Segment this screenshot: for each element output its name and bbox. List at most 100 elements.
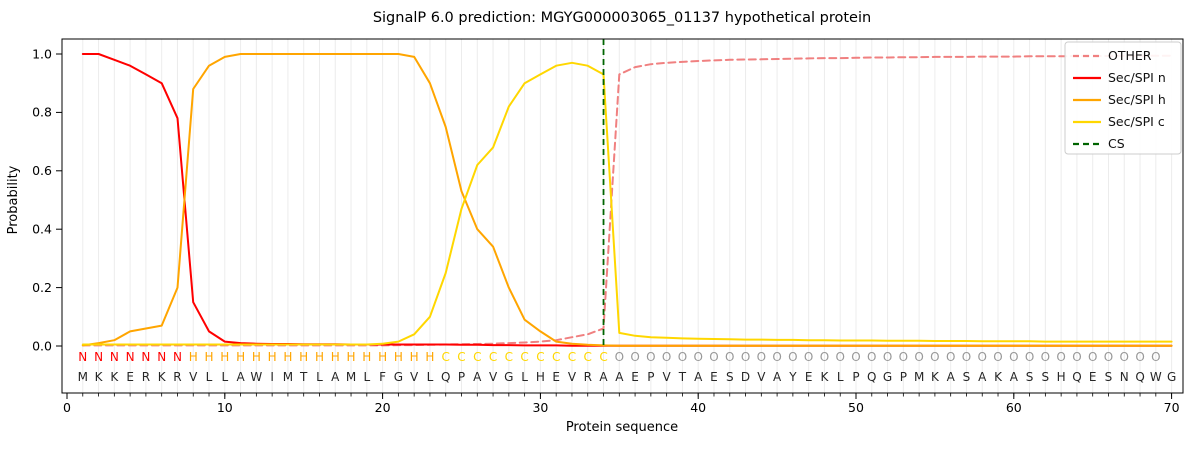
residue-letter: A: [978, 370, 987, 384]
residue-letter: G: [1167, 370, 1176, 384]
legend-entry-label: CS: [1108, 136, 1125, 151]
region-letter: O: [741, 350, 750, 364]
region-letter: O: [804, 350, 813, 364]
residue-letter: V: [568, 370, 577, 384]
region-letter: O: [725, 350, 734, 364]
residue-letter: P: [852, 370, 859, 384]
residue-letter: E: [552, 370, 560, 384]
region-letter: O: [993, 350, 1002, 364]
plot-series: [81, 39, 1173, 347]
region-letter: C: [473, 350, 481, 364]
residue-letter: L: [837, 370, 844, 384]
region-letter: H: [315, 350, 324, 364]
residue-letter: M: [78, 370, 88, 384]
residue-letter: A: [473, 370, 482, 384]
x-tick-label: 50: [848, 400, 864, 415]
plot-frame: [61, 38, 1184, 394]
x-axis-ticks: 0 10 20 30 40 50 60 70: [63, 393, 1180, 415]
region-letter: H: [331, 350, 340, 364]
residue-letter: A: [947, 370, 956, 384]
region-letter: H: [205, 350, 214, 364]
region-letter: O: [1056, 350, 1065, 364]
residue-letter: L: [427, 370, 434, 384]
y-tick-label: 0.4: [32, 222, 52, 237]
residue-letter: E: [1089, 370, 1097, 384]
legend-entry-label: Sec/SPI n: [1108, 70, 1166, 85]
residue-letter: G: [504, 370, 513, 384]
region-letter: C: [442, 350, 450, 364]
region-letter: O: [930, 350, 939, 364]
region-letter: O: [1151, 350, 1160, 364]
region-letter: O: [978, 350, 987, 364]
region-letter: O: [1135, 350, 1144, 364]
region-letter: H: [236, 350, 245, 364]
region-letter: N: [78, 350, 87, 364]
region-letter: O: [615, 350, 624, 364]
region-letter: C: [536, 350, 544, 364]
residue-letter: M: [283, 370, 293, 384]
residue-letter: M: [914, 370, 924, 384]
residue-letter: H: [1057, 370, 1066, 384]
region-letter: O: [1009, 350, 1018, 364]
gridlines: [82, 39, 1173, 393]
legend-entry-label: Sec/SPI c: [1108, 114, 1165, 129]
residue-letter: L: [363, 370, 370, 384]
residue-letter: E: [710, 370, 718, 384]
region-letter: C: [457, 350, 465, 364]
residue-letter: L: [221, 370, 228, 384]
residue-letter: L: [206, 370, 213, 384]
residue-letter: S: [726, 370, 734, 384]
region-letter: C: [568, 350, 576, 364]
region-letter: C: [552, 350, 560, 364]
region-letter: C: [505, 350, 513, 364]
region-letter: O: [946, 350, 955, 364]
residue-letter: E: [126, 370, 134, 384]
residue-letter: V: [757, 370, 766, 384]
region-letter: O: [1088, 350, 1097, 364]
legend-entry-label: OTHER: [1108, 48, 1152, 63]
region-letter: H: [189, 350, 198, 364]
residue-letter: R: [142, 370, 150, 384]
region-letter: H: [283, 350, 292, 364]
series-line-sec-spi-h: [81, 53, 1173, 347]
x-tick-label: 60: [1006, 400, 1022, 415]
region-letter: H: [299, 350, 308, 364]
residue-letter: L: [316, 370, 323, 384]
region-letter: C: [584, 350, 592, 364]
region-letter: O: [1041, 350, 1050, 364]
region-letter: H: [347, 350, 356, 364]
series-line-sec-spi-n: [81, 53, 1173, 347]
region-letter: C: [489, 350, 497, 364]
x-tick-label: 10: [217, 400, 233, 415]
residue-letter: P: [900, 370, 907, 384]
residue-letter: K: [158, 370, 167, 384]
residue-letter: R: [584, 370, 592, 384]
residue-letter: L: [521, 370, 528, 384]
y-tick-label: 0.6: [32, 163, 52, 178]
region-letter: O: [883, 350, 892, 364]
region-letter: C: [599, 350, 607, 364]
x-tick-label: 70: [1164, 400, 1180, 415]
region-letter: N: [141, 350, 150, 364]
region-letter: O: [867, 350, 876, 364]
residue-letter: D: [741, 370, 750, 384]
residue-letter: E: [631, 370, 639, 384]
region-letter: O: [709, 350, 718, 364]
residue-letter: F: [379, 370, 386, 384]
region-letter: H: [252, 350, 261, 364]
residue-letter: K: [931, 370, 940, 384]
region-letter: H: [362, 350, 371, 364]
residue-letter: V: [489, 370, 498, 384]
region-letter: O: [662, 350, 671, 364]
residue-letter: Q: [441, 370, 450, 384]
residue-letter: K: [95, 370, 104, 384]
region-letter: O: [1072, 350, 1081, 364]
region-letter: O: [772, 350, 781, 364]
residue-letter: I: [270, 370, 274, 384]
y-axis-ticks: 0.0 0.2 0.4 0.6 0.8 1.0: [32, 46, 62, 353]
region-letter: O: [788, 350, 797, 364]
residue-letter: W: [250, 370, 262, 384]
residue-letter: A: [236, 370, 245, 384]
